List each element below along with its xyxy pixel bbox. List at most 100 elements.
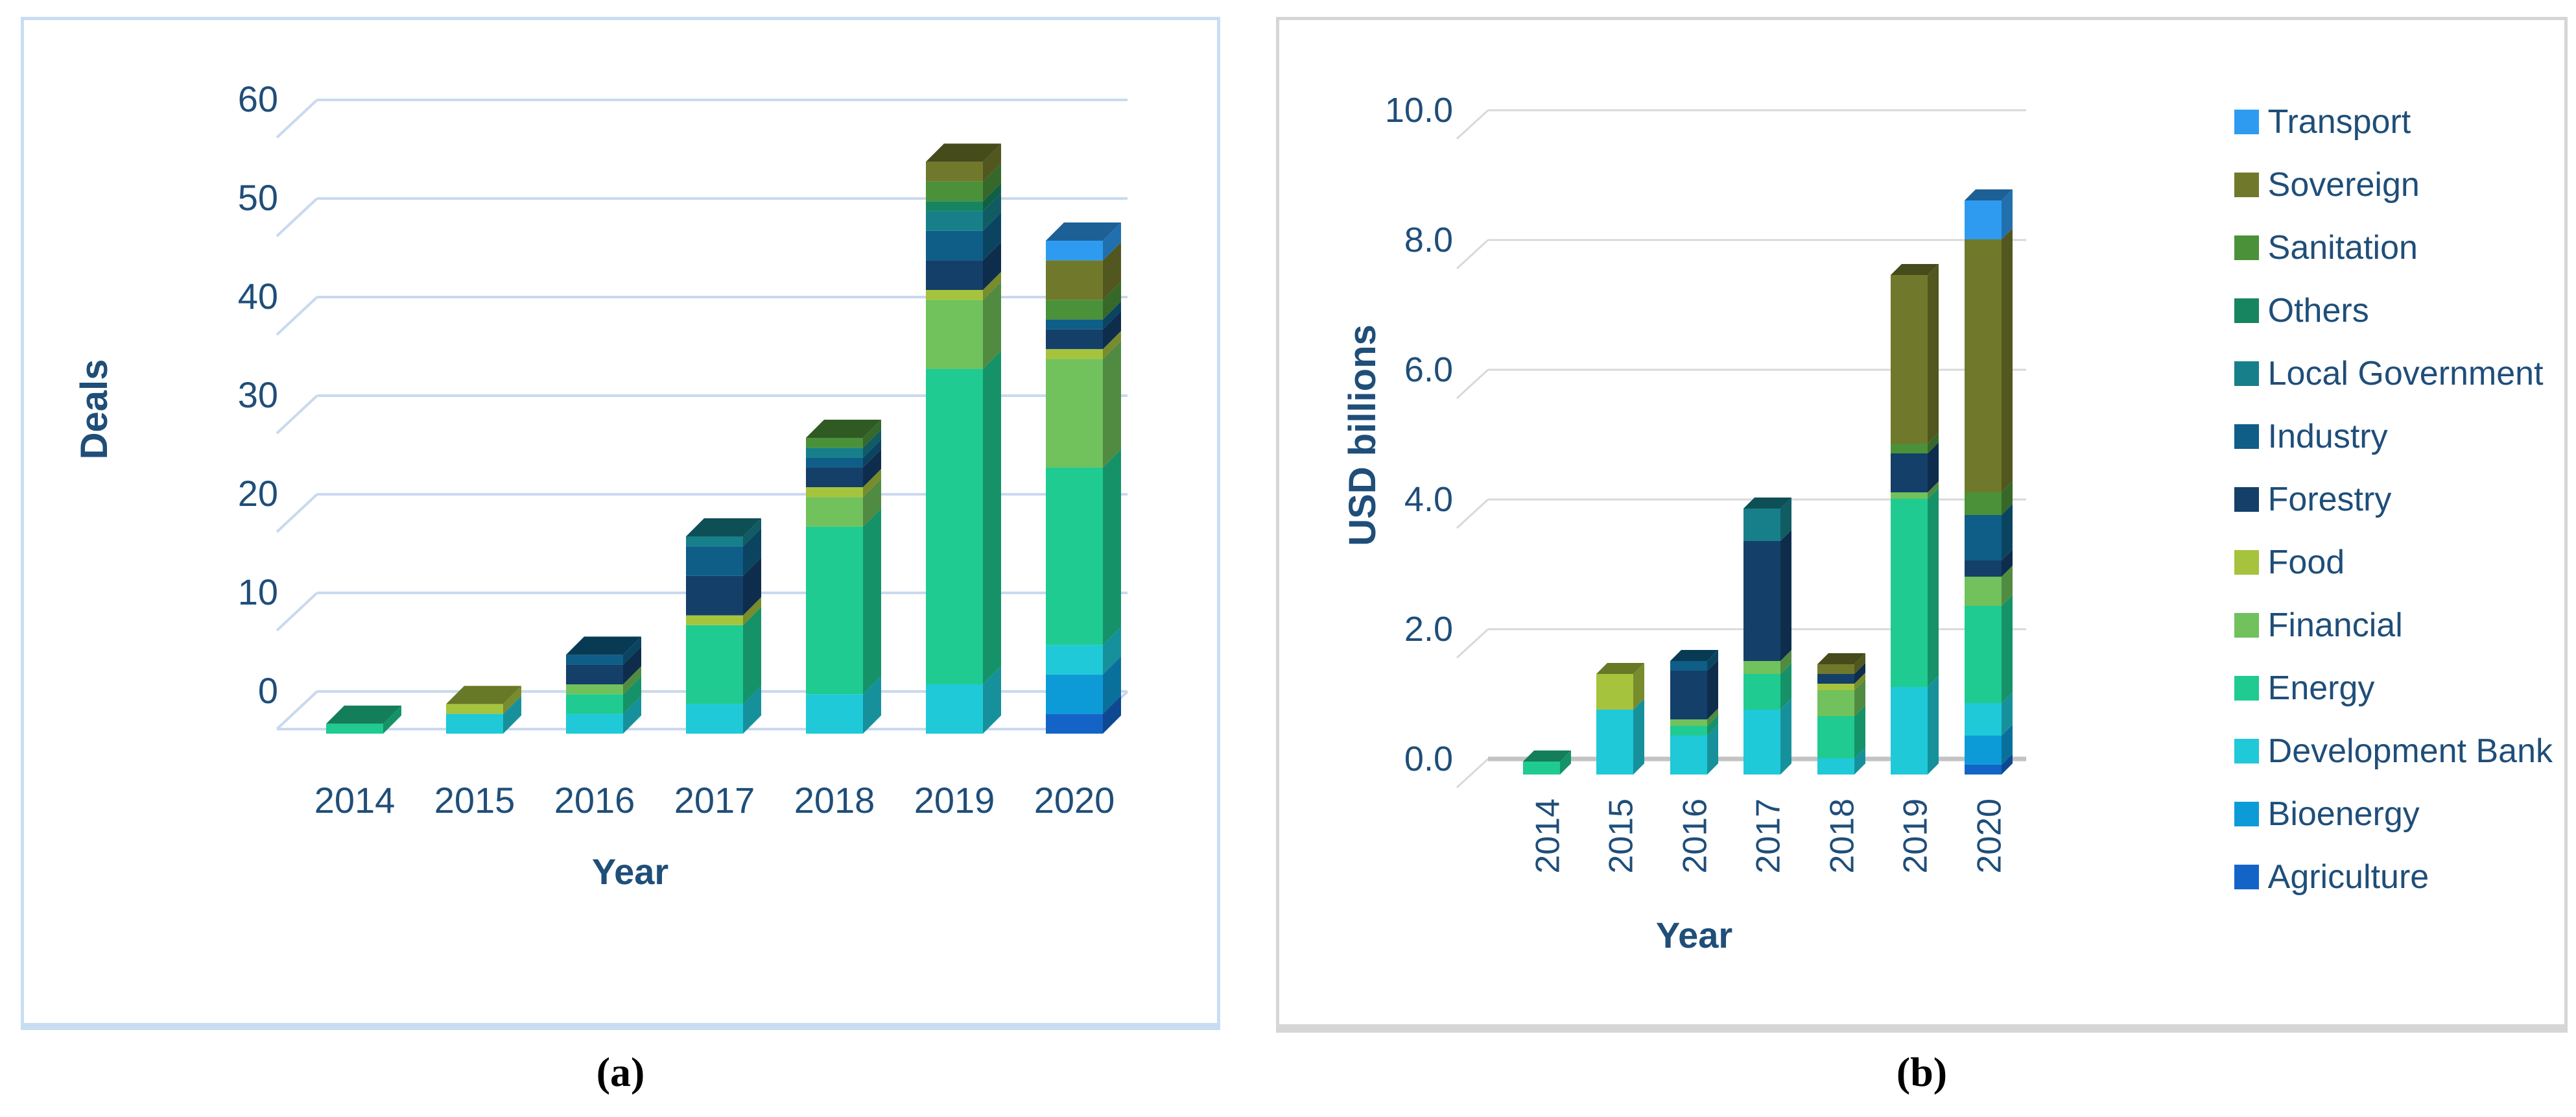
bar-segment-forestry [566,664,623,684]
gridline-bend [1456,109,1489,140]
bar-segment-development-bank [1743,710,1780,775]
legend-item-local-government: Local Government [2234,342,2553,405]
bar-top-face [686,518,761,536]
x-tick-label: 2015 [434,780,515,821]
bar-segment-side [1103,331,1121,359]
bar-segment-sovereign [1817,664,1854,674]
bar-segment-development-bank [446,714,503,734]
legend-label: Forestry [2267,480,2392,518]
bar-segment-side [1928,481,1939,499]
y-tick-label: 10 [238,571,278,612]
bar-segment-side [983,212,1001,261]
bar-segment-transport [1046,241,1103,261]
bar-segment-side [743,686,761,734]
gridline-bend [276,592,318,632]
bar-segment-side [1780,663,1791,710]
bar-segment-energy [1817,716,1854,758]
bar-segment-side [863,420,881,448]
bar-segment-side [2002,566,2013,606]
bar-segment-side [1928,676,1939,775]
bar-segment-forestry [1817,674,1854,684]
bar-segment-sanitation [1891,444,1928,453]
bar-segment-side [1707,660,1718,719]
panel-chart-b: 0.0 2.0 4.0 6.0 8.0 10.0 USD billions 2014 2015 2… [1276,17,2568,1033]
gridline-bend [276,99,318,139]
bar-top-face [566,636,641,655]
bar-segment-food [1596,674,1633,710]
bar-segment-side [1854,663,1865,684]
bar-segment-side [503,695,521,734]
bar-segment-side [1103,449,1121,645]
bar-segment-development-bank [1596,710,1633,775]
bar-top-face [1046,222,1121,241]
bar-top-face [446,686,521,704]
bar-segment-energy [1891,499,1928,687]
bar-segment-side [863,676,881,734]
bar-segment-side [2002,692,2013,736]
bar-segment-energy [1523,762,1560,775]
bar-segment-food [1046,349,1103,359]
bar-top-face [926,143,1001,162]
legend-swatch-local-government [2234,361,2259,386]
x-tick-label: 2016 [1677,799,1714,874]
bar-segment-energy [566,694,623,714]
y-tick-label: 0.0 [1404,739,1453,778]
legend-swatch-sovereign [2234,172,2259,197]
bar-segment-energy [1743,674,1780,710]
legend-swatch-industry [2234,424,2259,449]
bar-segment-local-government [806,448,863,458]
bar-segment-energy [926,368,983,684]
legend-swatch-bioenergy [2234,801,2259,826]
bar-segment-side [983,242,1001,290]
bar-segment-industry [806,457,863,468]
bar-segment-side [1103,222,1121,261]
bar-segment-agriculture [1046,714,1103,734]
gridline-bend [1456,368,1489,400]
bar-segment-side [983,193,1001,231]
legend-item-sovereign: Sovereign [2234,153,2553,216]
bar-segment-side [743,607,761,704]
bar-segment-side [1707,725,1718,775]
caption-panel-b: (b) [1896,1049,1948,1095]
bar-segment-side [1633,663,1644,710]
bar-segment-industry [1965,515,2002,560]
bar-segment-development-bank [566,714,623,734]
bar-segment-side [1707,650,1718,671]
y-tick-label: 50 [238,177,278,218]
bar-segment-side [863,449,881,487]
bar-segment-industry [1046,319,1103,330]
legend-label: Sanitation [2267,228,2418,267]
legend-swatch-financial [2234,612,2259,638]
legend-item-transport: Transport [2234,90,2553,153]
bar-segment-local-government [686,536,743,547]
bar-segment-bioenergy [1046,674,1103,714]
legend-label: Bioenergy [2267,795,2420,833]
bar-segment-side [863,479,881,527]
y-tick-label: 6.0 [1404,350,1453,389]
legend-item-forestry: Forestry [2234,468,2553,531]
bar-segment-side [1103,656,1121,714]
bar-segment-side [1103,242,1121,300]
bar-segment-side [2002,481,2013,515]
bar-segment-financial [926,300,983,369]
y-tick-label: 60 [238,78,278,119]
legend-item-financial: Financial [2234,594,2553,656]
bar-segment-side [2002,549,2013,577]
bar-segment-side [1854,673,1865,690]
x-axis-title: Year [592,851,668,892]
bar-segment-financial [1817,690,1854,716]
legend-item-energy: Energy [2234,656,2553,719]
bar-segment-side [2002,754,2013,775]
bar-segment-side [1103,627,1121,675]
bar-segment-forestry [1891,453,1928,492]
y-tick-label: 4.0 [1404,480,1453,519]
legend-item-food: Food [2234,531,2553,594]
gridline-bend [276,197,318,237]
bar-segment-energy [1965,606,2002,703]
x-tick-label: 2014 [1530,799,1567,874]
bar-segment-development-bank [806,694,863,734]
bar-segment-side [863,469,881,498]
legend-item-sanitation: Sanitation [2234,216,2553,279]
bar-segment-side [983,183,1001,211]
bar-segment-side [983,350,1001,684]
